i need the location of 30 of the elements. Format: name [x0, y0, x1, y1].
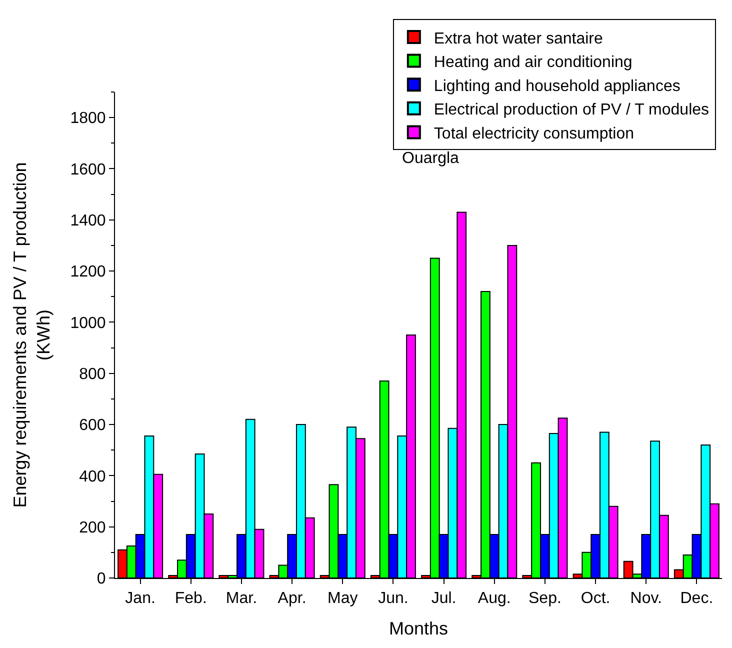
legend-label: Electrical production of PV / T modules [434, 102, 710, 119]
y-tick-label: 600 [79, 417, 106, 434]
x-tick-label: Dec. [680, 590, 714, 608]
y-tick-label: 800 [79, 366, 106, 383]
y-tick-label: 1400 [70, 212, 106, 230]
x-tick-label: Mar. [226, 590, 258, 608]
y-tick-label: 1000 [70, 314, 106, 332]
legend-label: Lighting and household appliances [434, 78, 680, 95]
y-tick-label: 1600 [70, 161, 106, 178]
x-tick-label: May [328, 590, 358, 608]
x-tick-label: Aug. [478, 590, 511, 608]
y-tick-label: 0 [96, 570, 106, 588]
x-tick-label: Sep. [528, 590, 562, 608]
legend-label: Total electricity consumption [434, 125, 634, 142]
y-tick-label: 400 [79, 468, 106, 486]
annotation: Ouargla [402, 150, 460, 167]
x-tick-label: Apr. [278, 590, 306, 608]
x-tick-label: Jan. [125, 590, 156, 608]
y-tick-label: 200 [79, 519, 106, 536]
x-tick-label: Feb. [174, 590, 207, 608]
y-tick-label: 1800 [70, 110, 106, 128]
y-axis-title: Energy requirements and PV / T production (KWh) [10, 162, 54, 508]
x-tick-label: Jul. [431, 590, 456, 608]
x-tick-label: Nov. [630, 590, 662, 608]
legend-label: Extra hot water santaire [434, 30, 603, 48]
x-tick-label: Jun. [378, 590, 408, 608]
x-tick-label: Oct. [580, 590, 610, 608]
legend-label: Heating and air conditioning [434, 54, 632, 72]
x-axis-title: Months [388, 618, 448, 638]
y-tick-label: 1200 [70, 264, 106, 281]
